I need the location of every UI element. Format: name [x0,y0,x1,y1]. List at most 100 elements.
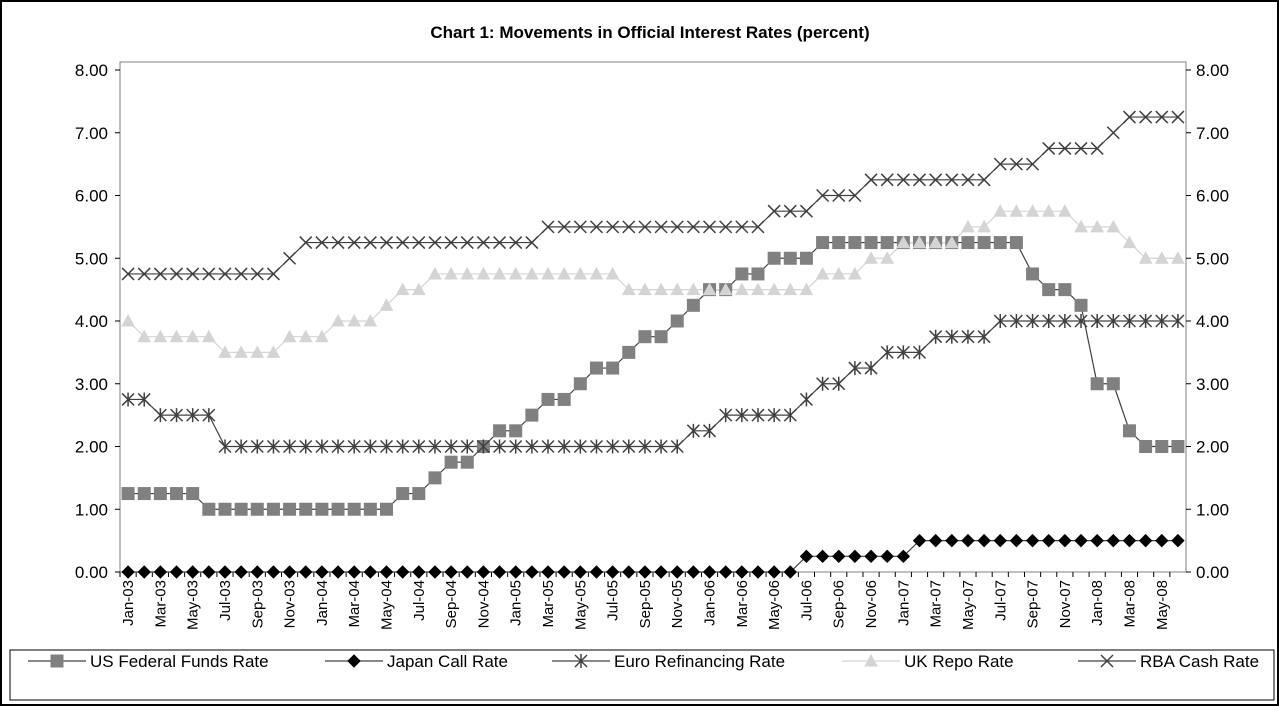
y-tick-label: 8.00 [75,61,108,80]
data-point [363,502,377,516]
data-point [315,502,329,516]
data-point [395,565,410,579]
data-point [1155,314,1169,328]
data-point [153,329,168,343]
data-point [654,439,668,454]
data-point [1171,533,1185,548]
data-point [686,298,700,312]
data-point [589,266,604,280]
data-point [234,502,248,516]
data-point [848,188,862,203]
data-point [929,173,943,187]
data-point [977,173,991,187]
data-point [331,565,345,579]
data-point [347,502,361,516]
y-tick-label: 0.00 [75,563,108,582]
data-point [331,236,345,250]
data-point [735,267,749,281]
data-point [1009,157,1023,171]
data-point [1090,533,1104,548]
data-point [621,282,636,296]
data-point [993,204,1008,217]
data-point [783,204,797,218]
data-point [186,408,200,423]
data-point [266,502,280,516]
data-point [363,313,378,327]
data-point [428,471,442,485]
data-point [250,439,264,454]
data-point [961,173,975,187]
data-point [718,282,733,296]
data-point [185,329,200,343]
data-point [961,533,975,548]
data-point [1122,235,1137,249]
data-point [638,565,652,579]
data-point [1058,141,1072,155]
data-point [460,266,475,280]
data-point [783,251,797,265]
data-point [509,439,523,454]
x-tick-label: May-04 [379,580,396,630]
data-point [735,565,749,579]
data-point [169,267,184,281]
data-point [1026,314,1040,328]
data-point [928,533,943,548]
data-point [1139,110,1153,124]
data-point [654,330,668,344]
data-point [493,424,507,438]
data-point [396,487,410,501]
data-point [945,329,959,344]
data-point [1042,141,1056,155]
x-tick-label: Nov-07 [1057,580,1074,628]
data-point [363,236,377,250]
data-point [799,549,814,564]
data-point [1090,219,1105,233]
data-point [912,235,927,249]
data-point [686,282,701,296]
x-tick-label: Jan-07 [895,580,912,626]
data-point [137,487,151,501]
data-point [864,236,878,250]
data-point [266,345,281,358]
data-point [541,392,555,406]
data-point [977,236,991,250]
data-point [605,565,620,579]
data-point [266,565,281,579]
data-point [783,408,797,423]
y-tick-label: 7.00 [75,124,108,143]
data-point [234,267,248,281]
data-point [1106,314,1120,328]
data-point [767,408,781,423]
x-tick-label: Jul-07 [992,580,1009,621]
data-point [1025,204,1040,217]
data-point [735,220,749,234]
data-point [573,565,588,579]
data-point [299,565,313,579]
data-point [234,439,248,454]
data-point [1154,251,1169,264]
data-point [654,220,668,234]
data-point [880,251,895,264]
legend-marker [1100,654,1114,668]
data-point [428,266,442,280]
x-tick-label: May-07 [960,580,977,630]
data-point [1138,533,1153,548]
data-point [186,267,200,281]
data-point [137,267,151,281]
data-point [815,266,830,280]
y2-tick-label: 8.00 [1196,61,1229,80]
data-point [153,408,167,423]
data-point [299,502,313,516]
data-point [912,533,927,548]
data-point [218,502,232,516]
data-point [1074,141,1088,155]
data-point [589,565,604,579]
data-point [1090,377,1104,391]
data-point [121,392,135,407]
data-point [266,267,280,281]
data-point [961,329,975,344]
data-point [993,236,1007,250]
data-point [718,565,733,579]
data-point [1058,533,1072,548]
data-point [153,487,167,501]
